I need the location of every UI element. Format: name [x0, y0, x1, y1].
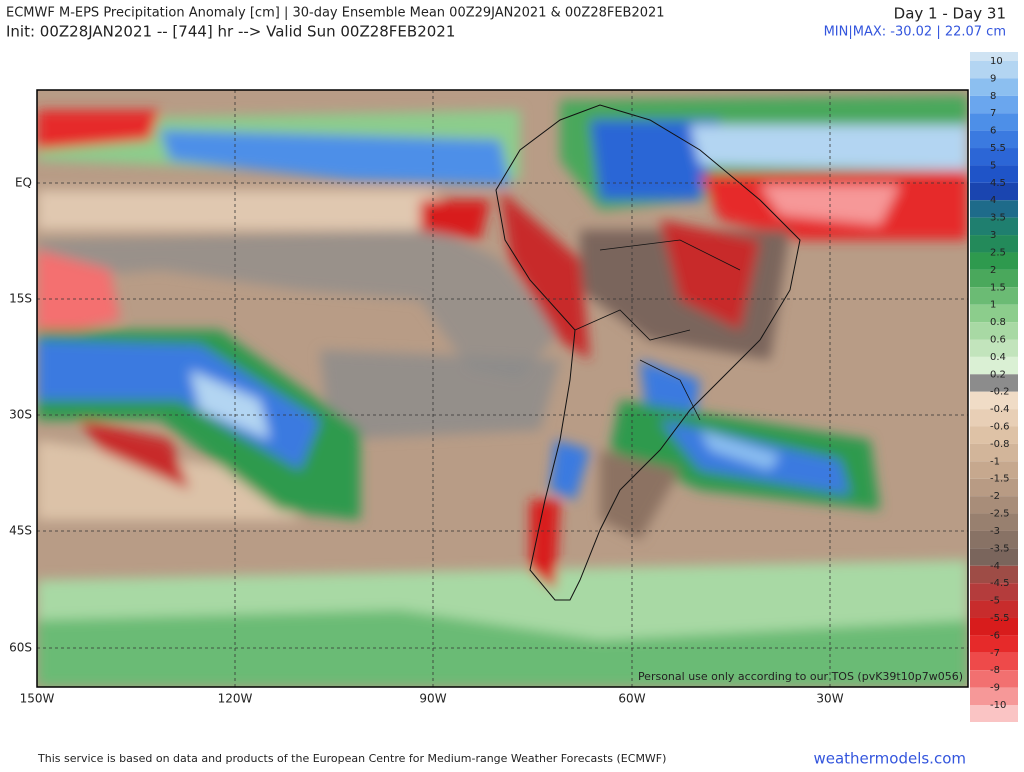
color-swatch: [970, 548, 1018, 566]
legend-label: 0.8: [990, 317, 1006, 328]
color-swatch: [970, 391, 1018, 410]
color-swatch: [970, 269, 1018, 288]
color-swatch: [970, 52, 1018, 61]
legend-label: -5.5: [990, 613, 1010, 624]
color-swatch: [970, 443, 1018, 462]
color-swatch: [970, 565, 1018, 584]
subtitle: Init: 00Z28JAN2021 -- [744] hr --> Valid…: [6, 23, 455, 41]
color-swatch: [970, 513, 1018, 531]
legend-label: -0.2: [990, 387, 1010, 398]
color-swatch: [970, 200, 1018, 218]
legend-label: 7: [990, 108, 996, 119]
color-swatch: [970, 113, 1018, 131]
color-swatch: [970, 426, 1018, 444]
legend-label: -10: [990, 700, 1006, 711]
color-swatch: [970, 95, 1018, 114]
legend-label: 4.5: [990, 178, 1006, 189]
legend-label: 1.5: [990, 282, 1006, 293]
legend-label: -3.5: [990, 543, 1010, 554]
color-swatch: [970, 409, 1018, 427]
legend-label: 2.5: [990, 247, 1006, 258]
color-swatch: [970, 478, 1018, 497]
site-link[interactable]: weathermodels.com: [813, 750, 966, 768]
legend-label: 1: [990, 300, 996, 311]
lat-label: 45S: [9, 524, 32, 538]
legend-label: -8: [990, 665, 1000, 676]
color-swatch: [970, 652, 1018, 671]
color-swatch: [970, 687, 1018, 705]
color-swatch: [970, 78, 1018, 96]
legend-label: -6: [990, 630, 1000, 641]
color-swatch: [970, 670, 1018, 688]
credit: This service is based on data and produc…: [37, 752, 666, 765]
color-swatch: [970, 339, 1018, 357]
legend-label: -2: [990, 491, 1000, 502]
color-swatch: [970, 374, 1018, 392]
color-swatch: [970, 217, 1018, 236]
color-swatch: [970, 165, 1018, 183]
color-swatch: [970, 322, 1018, 340]
legend-label: -5: [990, 596, 1000, 607]
lat-label: 15S: [9, 292, 32, 306]
color-swatch: [970, 600, 1018, 618]
legend-label: -7: [990, 648, 1000, 659]
color-swatch: [970, 235, 1018, 253]
period: Day 1 - Day 31: [894, 5, 1006, 23]
legend-label: -1: [990, 456, 1000, 467]
legend-label: -1.5: [990, 474, 1010, 485]
legend-label: -2.5: [990, 509, 1010, 520]
color-swatch: [970, 304, 1018, 323]
lat-label: 60S: [9, 641, 32, 655]
legend-label: 3.5: [990, 213, 1006, 224]
lon-label: 60W: [618, 692, 645, 706]
legend-label: 4: [990, 195, 996, 206]
color-swatch: [970, 705, 1018, 722]
legend-label: -9: [990, 683, 1000, 694]
legend-label: -0.8: [990, 439, 1010, 450]
legend-label: 0.4: [990, 352, 1006, 363]
color-swatch: [970, 496, 1018, 514]
legend-label: 5.5: [990, 143, 1006, 154]
legend-label: -0.4: [990, 404, 1010, 415]
color-swatch: [970, 148, 1018, 166]
legend-label: -0.6: [990, 422, 1010, 433]
lon-label: 30W: [816, 692, 843, 706]
watermark: Personal use only according to our TOS (…: [638, 670, 963, 683]
legend-label: 5: [990, 160, 996, 171]
legend-label: 0.2: [990, 369, 1006, 380]
legend-label: 10: [990, 56, 1003, 67]
color-bar: 10 9 8 7 6 5.5 5 4.5 4 3.5 3 2.5 2 1.5 1 0.8 0.6 0.4 0.2 -0…: [970, 52, 1018, 722]
color-swatch: [970, 130, 1018, 149]
min-max: MIN|MAX: -30.02 | 22.07 cm: [824, 25, 1006, 40]
color-swatch: [970, 61, 1018, 79]
color-swatch: [970, 617, 1018, 636]
color-swatch: [970, 182, 1018, 201]
color-swatch: [970, 583, 1018, 601]
legend-label: 3: [990, 230, 996, 241]
color-swatch: [970, 635, 1018, 653]
legend-label: 6: [990, 126, 996, 137]
legend-label: -4: [990, 561, 1000, 572]
legend-label: 9: [990, 73, 996, 84]
map: [37, 90, 968, 687]
color-swatch: [970, 461, 1018, 479]
map-frame: [36, 89, 969, 688]
lon-label: 120W: [218, 692, 253, 706]
lon-label: 90W: [419, 692, 446, 706]
legend-label: -4.5: [990, 578, 1010, 589]
title: ECMWF M-EPS Precipitation Anomaly [cm] |…: [6, 6, 665, 21]
color-swatch: [970, 252, 1018, 270]
legend-label: -3: [990, 526, 1000, 537]
lat-label: EQ: [15, 176, 32, 190]
lon-label: 150W: [20, 692, 55, 706]
color-swatch: [970, 287, 1018, 305]
color-swatch: [970, 356, 1018, 375]
legend-label: 8: [990, 91, 996, 102]
color-swatch: [970, 530, 1018, 549]
legend-label: 0.6: [990, 334, 1006, 345]
lat-label: 30S: [9, 408, 32, 422]
legend-label: 2: [990, 265, 996, 276]
